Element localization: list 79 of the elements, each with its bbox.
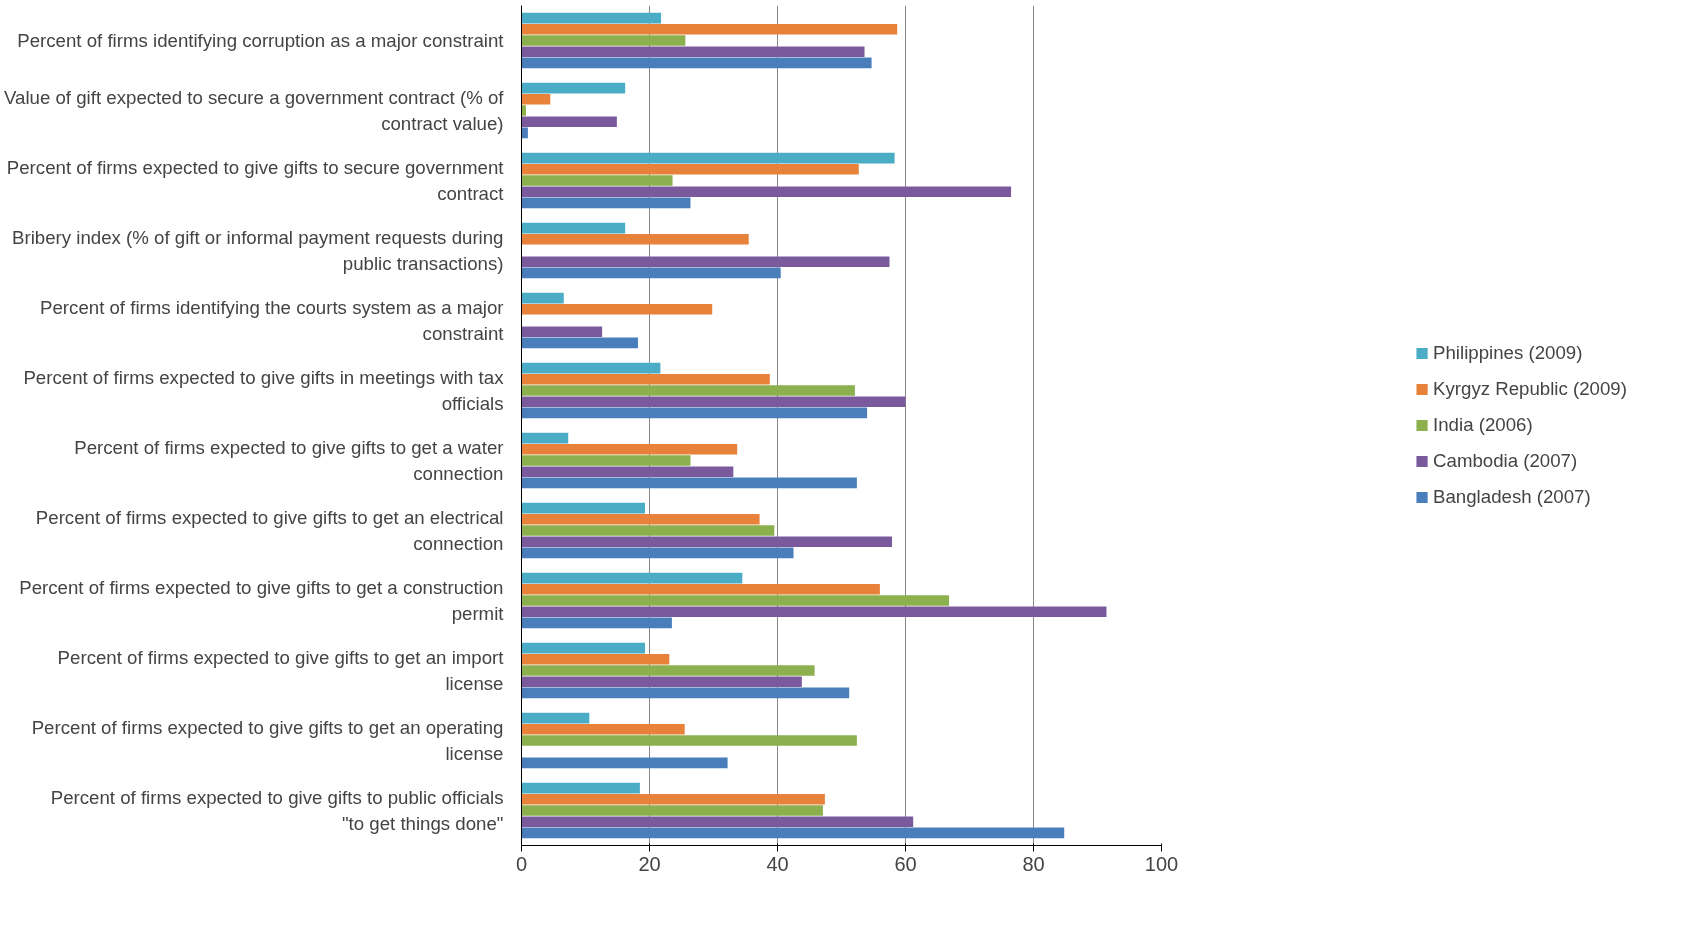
y-tick-label: Percent of firms identifying corruption as a major constraint [17, 30, 505, 51]
y-tick-label: Percent of firms expected to give gifts to get an operating license [31, 717, 504, 764]
bar [521, 152, 895, 164]
legend-label: Cambodia (2007) [1433, 450, 1578, 472]
bar [521, 816, 914, 828]
bar [521, 256, 890, 268]
y-tick-label: Value of gift expected to secure a government contract (% of contract value) [4, 87, 505, 134]
bar [521, 827, 1065, 839]
bar [521, 326, 603, 338]
bar [521, 583, 880, 595]
bar [521, 617, 672, 629]
y-tick-label: Percent of firms expected to give gifts to public officials "to get things done" [50, 787, 504, 834]
bar [521, 116, 617, 128]
bar [521, 757, 728, 769]
bar [521, 222, 626, 234]
legend-label: India (2006) [1433, 414, 1533, 436]
y-tick-label: Bribery index (% of gift or informal payment requests during public transactions) [12, 227, 504, 274]
bar [521, 665, 815, 676]
bar [521, 163, 859, 175]
bar [521, 233, 749, 245]
bar [521, 477, 857, 489]
y-tick-label: Percent of firms expected to give gifts to get an electrical connection [35, 507, 504, 554]
bar [521, 735, 857, 746]
x-tick-label: 60 [894, 852, 917, 875]
bar [521, 175, 673, 186]
bar [521, 292, 564, 304]
bar [521, 572, 743, 584]
bar [521, 606, 1107, 618]
bar [521, 782, 640, 794]
bar [521, 547, 794, 559]
bar [521, 82, 626, 94]
bar [521, 805, 823, 816]
y-tick-label: Percent of firms expected to give gifts to secure government contract [6, 157, 505, 204]
bar [521, 267, 781, 279]
x-tick-label: 100 [1144, 852, 1179, 875]
bar [521, 197, 691, 209]
bar [521, 793, 825, 805]
bar [521, 407, 868, 419]
bar [521, 105, 526, 116]
x-tick-label: 0 [515, 852, 528, 875]
bar [521, 712, 590, 724]
bar [521, 432, 569, 444]
bar [521, 373, 770, 385]
bar [521, 12, 662, 24]
legend-label: Philippines (2009) [1433, 342, 1583, 364]
y-tick-label: Percent of firms expected to give gifts to get a water connection [74, 437, 504, 484]
bar [521, 46, 865, 58]
y-tick-label: Percent of firms expected to give gifts to get an import license [57, 647, 505, 694]
y-tick-label: Percent of firms identifying the courts system as a major constraint [40, 297, 505, 344]
bar [521, 186, 1012, 198]
bar [521, 536, 893, 548]
bar [521, 687, 850, 699]
bar [521, 455, 691, 466]
bar [521, 362, 661, 374]
bar [521, 35, 686, 46]
legend-label: Kyrgyz Republic (2009) [1433, 378, 1627, 400]
bar [521, 57, 872, 69]
bar [521, 443, 738, 455]
bar [521, 385, 855, 396]
bar [521, 513, 760, 525]
y-tick-label: Percent of firms expected to give gifts to get a construction permit [19, 577, 505, 624]
bar [521, 525, 775, 536]
x-tick-label: 80 [1022, 852, 1045, 875]
bar [521, 396, 906, 408]
bar [521, 653, 670, 665]
bar [521, 93, 551, 105]
legend-label: Bangladesh (2007) [1433, 486, 1591, 508]
x-tick-label: 40 [766, 852, 789, 875]
bar [521, 595, 950, 606]
x-tick-label: 20 [638, 852, 661, 875]
bar [521, 466, 734, 478]
y-tick-label: Percent of firms expected to give gifts in meetings with tax officials [23, 367, 505, 414]
bar [521, 642, 646, 654]
bar [521, 502, 646, 514]
bar [521, 303, 713, 315]
bar [521, 23, 898, 35]
bar [521, 676, 802, 688]
bar [521, 723, 685, 735]
bar [521, 337, 638, 349]
